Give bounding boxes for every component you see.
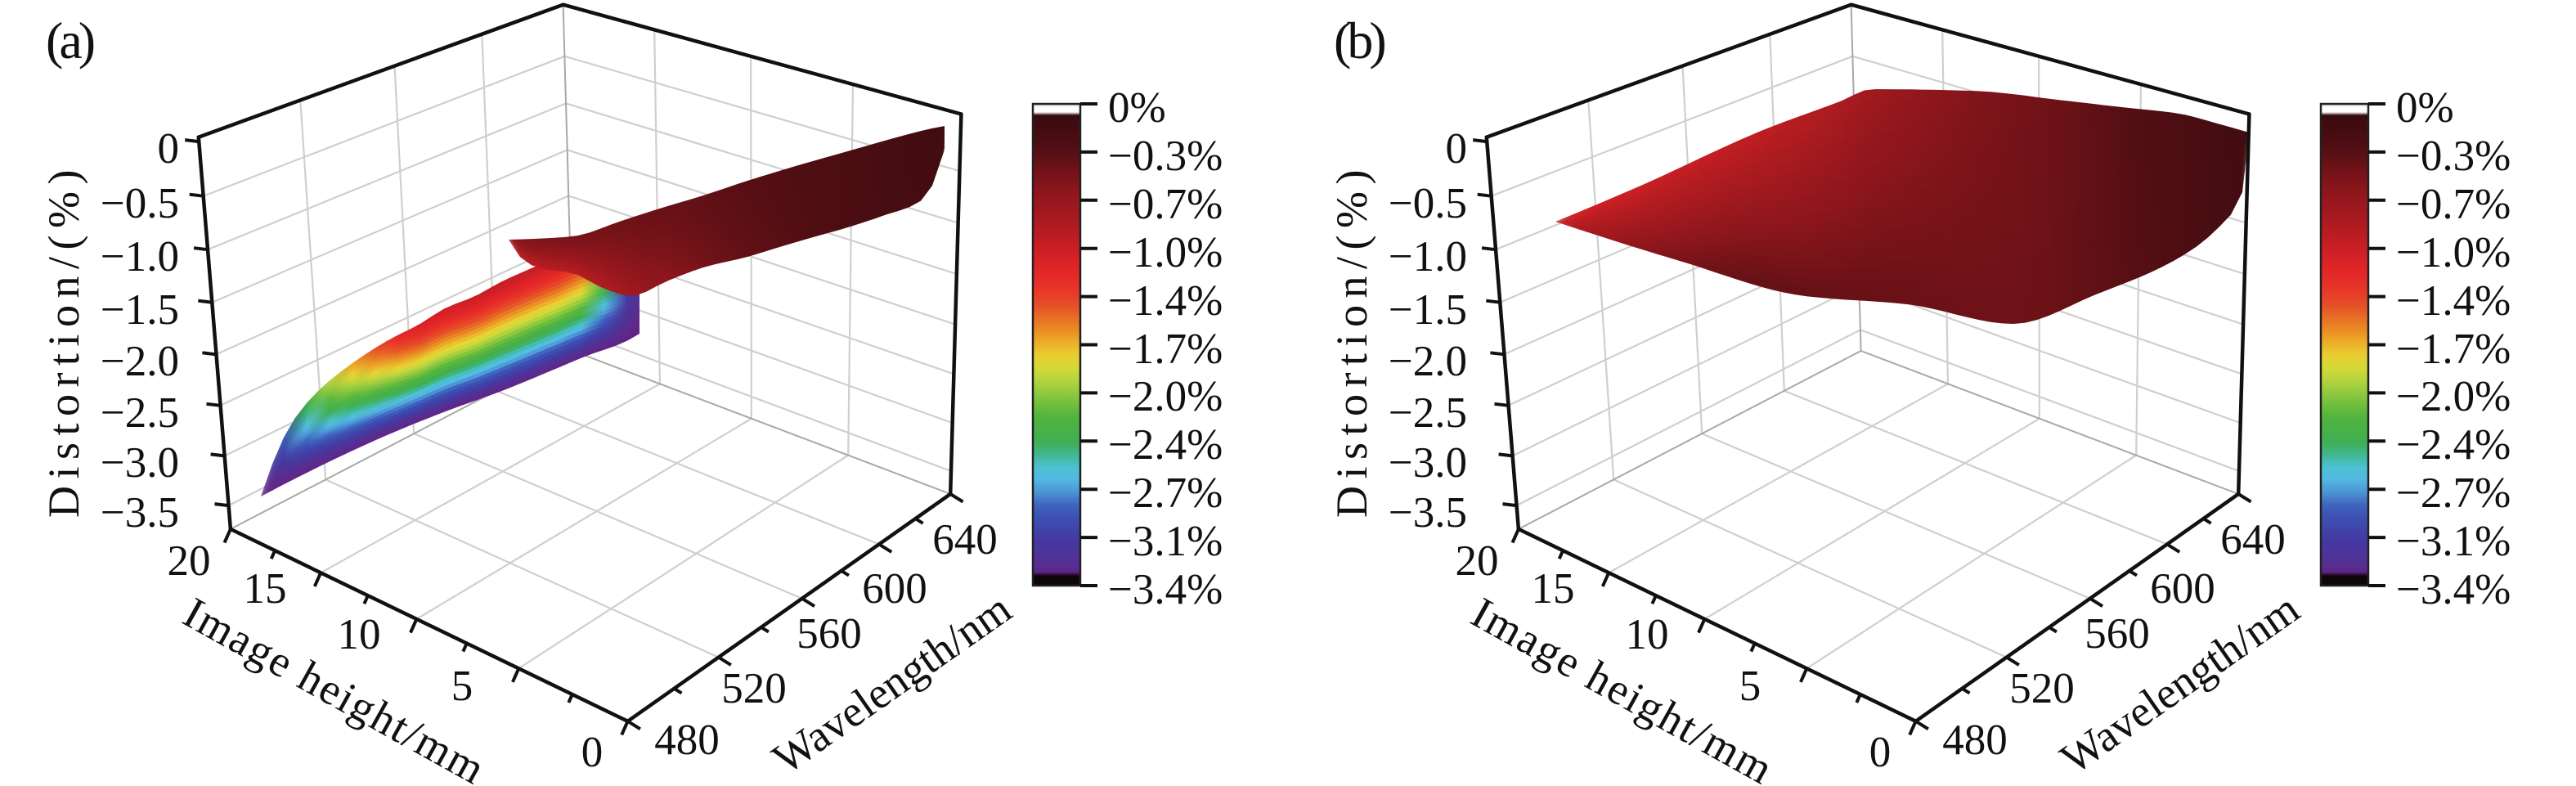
svg-text:−2.0: −2.0 [1389,338,1467,385]
svg-text:600: 600 [2150,565,2215,613]
svg-text:−2.5: −2.5 [1389,389,1467,437]
svg-text:−1.5: −1.5 [1389,286,1467,334]
svg-text:−2.0%: −2.0% [1108,373,1223,420]
svg-text:520: 520 [2009,665,2075,712]
svg-text:−1.7%: −1.7% [1108,326,1223,373]
svg-text:−3.0: −3.0 [1389,439,1467,487]
svg-text:−1.7%: −1.7% [2396,326,2511,373]
svg-text:520: 520 [721,665,787,712]
svg-text:560: 560 [2085,610,2150,658]
svg-text:0: 0 [1869,729,1892,776]
svg-text:−2.7%: −2.7% [1108,469,1223,517]
svg-text:−3.5: −3.5 [1389,489,1467,537]
svg-text:−3.1%: −3.1% [2396,518,2511,565]
svg-text:20: 20 [1456,537,1499,585]
svg-text:−3.1%: −3.1% [1108,518,1223,565]
svg-text:15: 15 [1532,565,1575,613]
svg-text:−0.7%: −0.7% [1108,181,1223,228]
svg-text:−1.0%: −1.0% [1108,229,1223,276]
svg-text:20: 20 [168,537,211,585]
svg-text:−1.0: −1.0 [101,233,179,281]
svg-text:5: 5 [451,662,473,710]
svg-text:−0.5: −0.5 [1389,180,1467,227]
svg-text:0: 0 [581,729,604,776]
svg-text:−3.0: −3.0 [101,439,179,487]
svg-text:−2.0: −2.0 [101,338,179,385]
svg-text:0%: 0% [2396,84,2454,132]
svg-text:5: 5 [1739,662,1761,710]
svg-text:0%: 0% [1108,84,1166,132]
svg-text:−2.5: −2.5 [101,389,179,437]
svg-text:640: 640 [2220,516,2286,564]
svg-text:−3.5: −3.5 [101,489,179,537]
svg-text:−0.3%: −0.3% [1108,132,1223,180]
svg-text:15: 15 [244,565,287,613]
svg-text:−1.0%: −1.0% [2396,229,2511,276]
svg-text:600: 600 [862,565,927,613]
svg-text:10: 10 [338,611,381,658]
svg-text:640: 640 [932,516,998,564]
svg-text:480: 480 [1942,716,2008,764]
svg-text:−2.4%: −2.4% [1108,421,1223,469]
svg-text:10: 10 [1626,611,1669,658]
svg-text:−0.5: −0.5 [101,180,179,227]
svg-text:0: 0 [1446,125,1468,173]
svg-text:−1.4%: −1.4% [2396,277,2511,325]
svg-text:−1.4%: −1.4% [1108,277,1223,325]
svg-text:(a): (a) [46,11,94,70]
svg-text:560: 560 [797,610,862,658]
svg-text:−0.7%: −0.7% [2396,181,2511,228]
svg-text:Distortion/(%): Distortion/(%) [39,163,88,518]
svg-text:−2.4%: −2.4% [2396,421,2511,469]
svg-text:480: 480 [654,716,720,764]
svg-text:−3.4%: −3.4% [1108,566,1223,613]
svg-text:−1.5: −1.5 [101,286,179,334]
svg-text:Distortion/(%): Distortion/(%) [1327,163,1376,518]
svg-text:−2.0%: −2.0% [2396,373,2511,420]
svg-text:−0.3%: −0.3% [2396,132,2511,180]
svg-text:0: 0 [158,125,180,173]
svg-text:(b): (b) [1334,11,1384,70]
svg-text:−2.7%: −2.7% [2396,469,2511,517]
svg-text:−1.0: −1.0 [1389,233,1467,281]
svg-text:−3.4%: −3.4% [2396,566,2511,613]
